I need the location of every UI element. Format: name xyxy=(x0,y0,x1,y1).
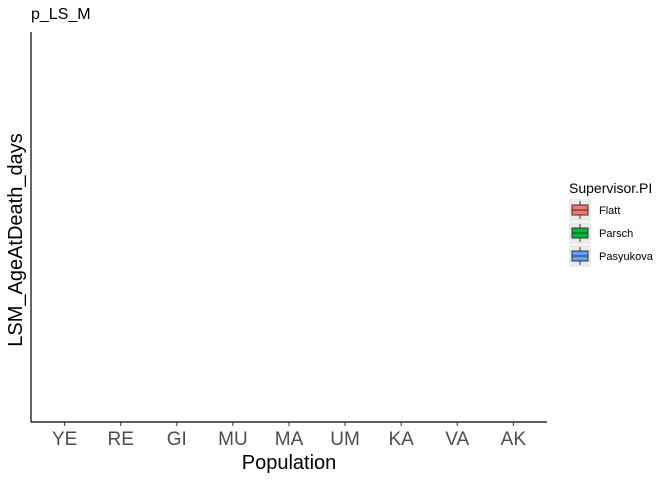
chart-title: p_LS_M xyxy=(31,6,91,23)
legend-item: Pasyukova xyxy=(569,245,654,267)
x-tick-label: MU xyxy=(218,429,248,450)
legend-label: Flatt xyxy=(599,205,620,217)
x-axis-ticks: YE RE GI MU MA UM KA VA AK xyxy=(52,422,526,450)
y-axis-title: LSM_AgeAtDeath_days xyxy=(5,133,27,346)
x-axis-title: Population xyxy=(242,452,337,474)
legend-item: Parsch xyxy=(569,222,633,244)
legend-keys: Flatt Parsch Pasyukova xyxy=(569,199,654,267)
x-tick-label: GI xyxy=(167,429,187,450)
legend-label: Pasyukova xyxy=(599,251,654,263)
legend-title: Supervisor.PI xyxy=(569,180,652,196)
x-tick-label: YE xyxy=(52,429,77,450)
legend: Supervisor.PI Flatt Parsch Pasyukova xyxy=(569,180,654,267)
legend-item: Flatt xyxy=(569,199,620,221)
x-tick-label: KA xyxy=(388,429,414,450)
x-tick-label: UM xyxy=(330,429,360,450)
x-tick-label: AK xyxy=(501,429,527,450)
legend-label: Parsch xyxy=(599,228,633,240)
x-tick-label: RE xyxy=(108,429,134,450)
x-tick-label: MA xyxy=(275,429,304,450)
x-tick-label: VA xyxy=(445,429,469,450)
